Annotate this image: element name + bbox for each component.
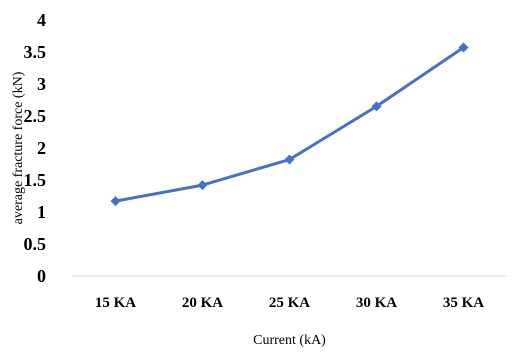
x-tick-label: 35 KA bbox=[443, 295, 484, 311]
x-tick-label: 30 KA bbox=[356, 295, 397, 311]
y-axis-title: average fracture force (kN) bbox=[11, 71, 26, 224]
data-point-marker bbox=[284, 154, 295, 165]
y-tick-label: 2 bbox=[37, 138, 46, 158]
x-tick-label: 20 KA bbox=[182, 295, 223, 311]
data-point-marker bbox=[458, 42, 469, 53]
y-axis-ticks: 0 0.5 1 1.5 2 2.5 3 3.5 4 bbox=[24, 10, 47, 286]
x-tick-label: 25 KA bbox=[269, 295, 310, 311]
y-tick-label: 3.5 bbox=[24, 42, 47, 62]
y-tick-label: 0.5 bbox=[24, 234, 47, 254]
data-point-marker bbox=[110, 196, 121, 207]
y-tick-label: 3 bbox=[37, 74, 46, 94]
series-line bbox=[115, 46, 465, 203]
data-point-marker bbox=[371, 101, 382, 112]
data-point-marker bbox=[197, 180, 208, 191]
y-tick-label: 4 bbox=[37, 10, 46, 30]
series-markers bbox=[110, 42, 469, 207]
y-tick-label: 0 bbox=[37, 266, 46, 286]
y-tick-label: 1 bbox=[37, 202, 46, 222]
y-tick-label: 1.5 bbox=[24, 170, 47, 190]
x-axis-ticks: 15 KA 20 KA 25 KA 30 KA 35 KA bbox=[95, 295, 484, 311]
x-tick-label: 15 KA bbox=[95, 295, 136, 311]
x-axis-title: Current (kA) bbox=[253, 333, 326, 348]
y-tick-label: 2.5 bbox=[24, 106, 47, 126]
